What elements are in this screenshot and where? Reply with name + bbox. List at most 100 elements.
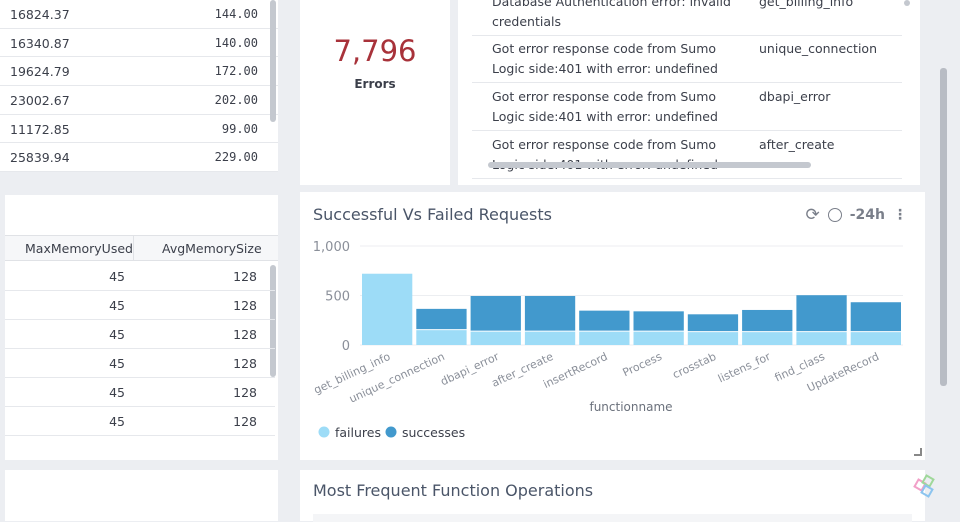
- x-tick-label: crosstab: [671, 350, 719, 381]
- vertical-scrollbar[interactable]: [270, 0, 276, 122]
- bar-failures[interactable]: [850, 332, 901, 345]
- cell: 16824.37: [10, 7, 70, 22]
- error-message: Got error response code from Sumo Logic …: [492, 137, 718, 172]
- bar-failures[interactable]: [362, 273, 413, 345]
- cell: 45: [109, 414, 125, 429]
- bar-failures[interactable]: [579, 331, 630, 345]
- function-name: unique_connection: [759, 41, 877, 56]
- legend-label-successes[interactable]: successes: [402, 425, 465, 440]
- time-range[interactable]: -24h: [849, 207, 885, 223]
- function-name: get_billing_info: [759, 0, 854, 9]
- bar-successes[interactable]: [742, 309, 793, 332]
- table-row: 45 128: [5, 407, 275, 436]
- cell: 16340.87: [10, 35, 70, 51]
- bar-successes[interactable]: [416, 308, 467, 330]
- bar-failures[interactable]: [633, 331, 684, 345]
- cell: 45: [109, 385, 125, 400]
- cell: 19624.79: [10, 64, 70, 80]
- y-tick-label: 1,000: [313, 240, 350, 255]
- error-message: Got error response code from Sumo Logic …: [492, 41, 718, 76]
- table-row: 11172.85 99.00: [0, 115, 278, 144]
- cell: 45: [109, 327, 125, 342]
- cell: 202.00: [214, 93, 258, 108]
- bar-successes[interactable]: [470, 295, 521, 331]
- table-row: 25839.94 229.00: [0, 143, 278, 173]
- bar-successes[interactable]: [796, 295, 847, 332]
- table-row[interactable]: Got error response code from Sumo Logic …: [472, 83, 902, 131]
- top-left-table: 16824.37 144.00 16340.87 140.00 19624.79 172.…: [0, 0, 278, 173]
- table-row: 45 128: [5, 291, 275, 320]
- bottom-panel-title: Most Frequent Function Operations: [313, 481, 594, 500]
- bar-failures[interactable]: [524, 331, 576, 345]
- chart-title: Successful Vs Failed Requests: [313, 205, 552, 224]
- table-row: 16340.87 140.00: [0, 29, 278, 58]
- x-axis-label: functionname: [589, 400, 672, 414]
- cell: 229.00: [214, 150, 258, 165]
- vertical-scrollbar[interactable]: [270, 265, 276, 377]
- header-avgmemorysize[interactable]: AvgMemorySize: [162, 241, 262, 256]
- resize-handle[interactable]: [914, 448, 922, 456]
- legend-label-failures[interactable]: failures: [335, 425, 381, 440]
- table-row: 45 128: [5, 320, 275, 349]
- errors-label: Errors: [354, 77, 396, 91]
- bar-failures[interactable]: [742, 332, 793, 345]
- table-row[interactable]: Got error response code from Sumo Logic …: [472, 35, 902, 83]
- cell: 45: [109, 356, 125, 371]
- cell: 45: [109, 298, 125, 313]
- table-header: MaxMemoryUsed AvgMemorySize: [5, 235, 278, 261]
- bar-failures[interactable]: [416, 330, 467, 345]
- cell: 140.00: [214, 35, 258, 50]
- bar-failures[interactable]: [687, 332, 739, 345]
- clock-icon[interactable]: [827, 208, 842, 222]
- bar-successes[interactable]: [524, 295, 576, 331]
- cell: 172.00: [214, 64, 258, 79]
- vertical-scrollbar[interactable]: [904, 0, 910, 6]
- bottom-panel: Most Frequent Function Operations: [300, 470, 925, 522]
- cell: 99.00: [221, 121, 258, 136]
- bar-failures[interactable]: [796, 332, 847, 345]
- cell: 25839.94: [10, 150, 70, 166]
- table-row[interactable]: Got error response code from Sumo Logic …: [472, 131, 902, 179]
- error-message: Got error response code from Sumo Logic …: [492, 89, 718, 124]
- table-row: 23002.67 202.00: [0, 86, 278, 115]
- bar-successes[interactable]: [633, 311, 684, 331]
- errors-panel: 7,796 Errors: [300, 0, 450, 185]
- cell: 128: [233, 385, 257, 400]
- legend-marker-failures[interactable]: [318, 426, 330, 438]
- table-row[interactable]: Database Authentication error: invalid c…: [472, 0, 902, 36]
- error-table: Got error response code from Sumo Logic …: [458, 0, 920, 185]
- bar-successes[interactable]: [687, 314, 739, 332]
- bar-failures[interactable]: [470, 331, 521, 345]
- x-tick-label: unique_connection: [347, 350, 447, 406]
- cell: 128: [233, 414, 257, 429]
- x-tick-label: Process: [621, 350, 665, 380]
- app-logo-icon: [913, 474, 937, 498]
- errors-count: 7,796: [333, 34, 417, 68]
- function-name: dbapi_error: [759, 89, 831, 104]
- refresh-icon[interactable]: ⟳: [805, 205, 820, 225]
- cell: 128: [233, 356, 257, 371]
- x-tick-label: listens_for: [716, 350, 773, 386]
- table-row: 45 128: [5, 262, 275, 291]
- cell: 11172.85: [10, 121, 70, 137]
- bar-chart: 05001,000get_billing_infounique_connecti…: [312, 240, 903, 440]
- bar-successes[interactable]: [850, 302, 901, 332]
- cell: 23002.67: [10, 93, 70, 109]
- y-tick-label: 500: [325, 290, 350, 305]
- function-name: after_create: [759, 137, 835, 152]
- cell: 128: [233, 327, 257, 342]
- cell: 128: [233, 298, 257, 313]
- header-maxmemoryused[interactable]: MaxMemoryUsed: [25, 241, 133, 256]
- table-row: 45 128: [5, 349, 275, 378]
- chart-panel: Successful Vs Failed Requests ⟳ -24h ⋮ 0…: [300, 192, 925, 460]
- cell: 128: [233, 269, 257, 284]
- table-row: 45 128: [5, 378, 275, 407]
- horizontal-scrollbar[interactable]: [488, 162, 811, 168]
- more-vertical-icon[interactable]: ⋮: [893, 207, 907, 223]
- y-tick-label: 0: [342, 339, 350, 354]
- legend-marker-successes[interactable]: [385, 426, 397, 438]
- bottom-left-panel: [5, 470, 278, 521]
- bar-successes[interactable]: [579, 310, 630, 331]
- page-scrollbar[interactable]: [940, 68, 947, 386]
- table-row: 19624.79 172.00: [0, 57, 278, 87]
